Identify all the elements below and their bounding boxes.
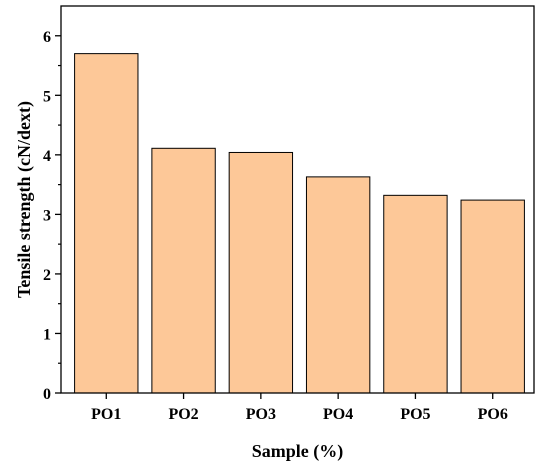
bar-po6 [460,199,525,394]
bar-po4 [305,176,371,394]
bar-po3 [228,151,294,394]
y-tick-label: 4 [43,148,51,165]
y-tick-label: 5 [43,88,51,105]
bar-po5 [383,194,448,394]
y-tick-label: 0 [43,386,51,403]
bar-po1 [74,53,139,394]
x-tick-label: PO1 [91,406,121,423]
x-tick-label: PO6 [478,406,508,423]
y-tick-label: 1 [43,326,51,343]
plot-frame [60,5,535,394]
bar-po2 [151,147,216,394]
x-tick-label: PO5 [400,406,430,423]
x-axis-ticks: PO1 PO2 PO3 PO4 PO5 PO6 [91,393,508,423]
x-axis-title: Sample (%) [252,441,344,462]
y-axis-ticks: 0 1 2 3 4 5 6 [43,29,61,403]
y-axis-title: Tensile strength (cN/dext) [14,101,35,298]
y-tick-label: 6 [43,29,51,46]
x-tick-label: PO4 [323,406,353,423]
y-tick-label: 3 [43,207,51,224]
y-tick-label: 2 [43,267,51,284]
bars [74,53,525,394]
x-tick-label: PO3 [246,406,276,423]
x-tick-label: PO2 [168,406,198,423]
